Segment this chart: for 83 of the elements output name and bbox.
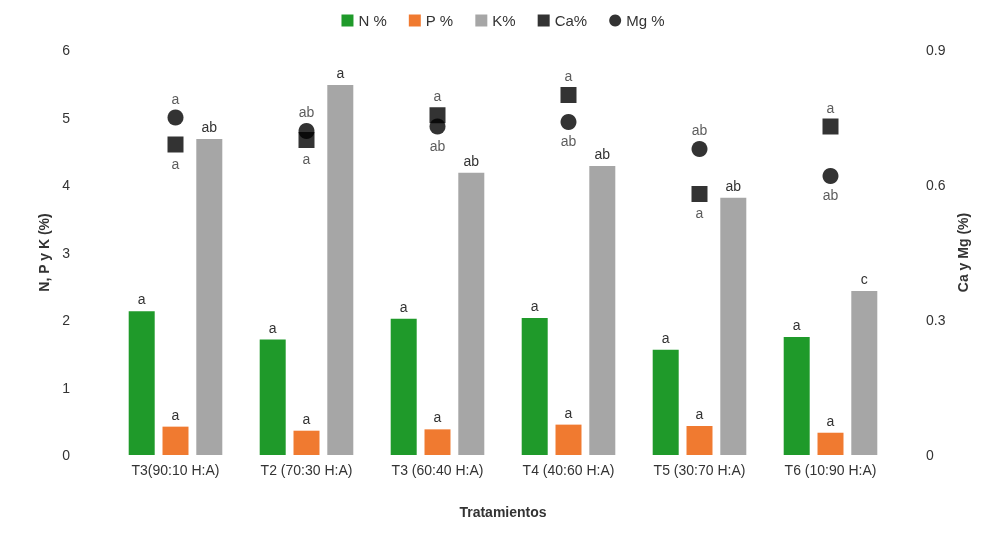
y2-tick-label: 0.9: [926, 42, 946, 58]
data-label: ab: [822, 187, 839, 203]
y-tick-label: 5: [62, 109, 71, 126]
x-tick-label: T3 (60:40 H:A): [391, 462, 484, 478]
y2-tick-label: 0: [926, 447, 934, 463]
bar: [259, 339, 286, 455]
data-label: a: [302, 151, 311, 167]
point: [167, 109, 184, 126]
y-tick-label: 1: [62, 379, 71, 396]
legend-label: N %: [358, 12, 387, 29]
data-label: ab: [298, 104, 315, 120]
point: [691, 186, 708, 202]
point: [822, 168, 839, 184]
bar: [293, 430, 320, 455]
data-label: a: [826, 412, 835, 429]
data-label: a: [530, 297, 539, 314]
point: [560, 87, 577, 103]
y-tick-label: 3: [62, 244, 71, 261]
legend-label: Mg %: [626, 12, 665, 29]
legend-label: P %: [425, 12, 454, 29]
data-label: a: [399, 298, 408, 315]
data-label: a: [792, 316, 801, 333]
data-label: a: [564, 404, 573, 421]
data-label: a: [564, 68, 573, 84]
data-label: a: [171, 155, 180, 172]
bar: [390, 318, 417, 455]
bar: [720, 197, 747, 455]
data-label: ab: [594, 146, 611, 163]
bar: [424, 429, 451, 455]
data-label: a: [302, 410, 311, 427]
bar: [458, 172, 485, 455]
data-label: a: [336, 65, 345, 82]
x-tick-label: T4 (40:60 H:A): [522, 462, 615, 478]
data-label: ab: [691, 122, 708, 138]
bar: [521, 317, 548, 455]
bar: [817, 432, 844, 455]
x-tick-label: T5 (30:70 H:A): [653, 462, 746, 478]
y-tick-label: 2: [62, 312, 71, 328]
x-axis-title: Tratamientos: [459, 504, 547, 520]
data-label: a: [268, 319, 277, 336]
data-label: a: [171, 406, 180, 423]
y-tick-label: 6: [62, 42, 71, 58]
y2-axis-title: Ca y Mg (%): [955, 212, 972, 293]
bar: [686, 425, 713, 455]
point: [298, 123, 315, 139]
data-label: a: [171, 90, 180, 107]
y-axis-title: N, P y K (%): [36, 213, 53, 292]
data-label: ab: [560, 133, 577, 149]
data-label: a: [695, 205, 704, 221]
data-label: a: [661, 329, 670, 346]
bar: [128, 311, 155, 455]
legend-label: Ca%: [554, 12, 588, 29]
y-tick-label: 4: [62, 177, 71, 193]
data-label: ab: [463, 152, 480, 169]
bar: [589, 166, 616, 455]
bar: [652, 349, 679, 455]
bar: [555, 424, 582, 455]
bar: [162, 426, 189, 455]
x-tick-label: T3(90:10 H:A): [131, 462, 220, 478]
point: [167, 136, 184, 153]
data-label: ab: [725, 177, 742, 194]
x-tick-label: T6 (10:90 H:A): [784, 462, 877, 478]
data-label: ab: [201, 119, 218, 136]
data-label: ab: [429, 137, 446, 154]
y-tick-label: 0: [62, 447, 71, 463]
data-label: a: [826, 99, 835, 116]
data-label: a: [695, 405, 704, 422]
point: [429, 118, 446, 135]
data-label: a: [433, 409, 442, 426]
bar: [851, 290, 878, 455]
bar: [327, 85, 354, 455]
y2-tick-label: 0.3: [926, 312, 946, 328]
legend-label: K%: [492, 12, 516, 29]
point: [560, 114, 577, 130]
data-label: c: [860, 270, 868, 287]
y2-tick-label: 0.6: [926, 177, 946, 193]
data-label: a: [433, 88, 442, 105]
bar: [783, 336, 810, 455]
point: [822, 118, 839, 135]
x-tick-label: T2 (70:30 H:A): [260, 462, 353, 478]
point: [691, 141, 708, 157]
data-label: a: [137, 291, 146, 308]
bar: [196, 139, 223, 455]
